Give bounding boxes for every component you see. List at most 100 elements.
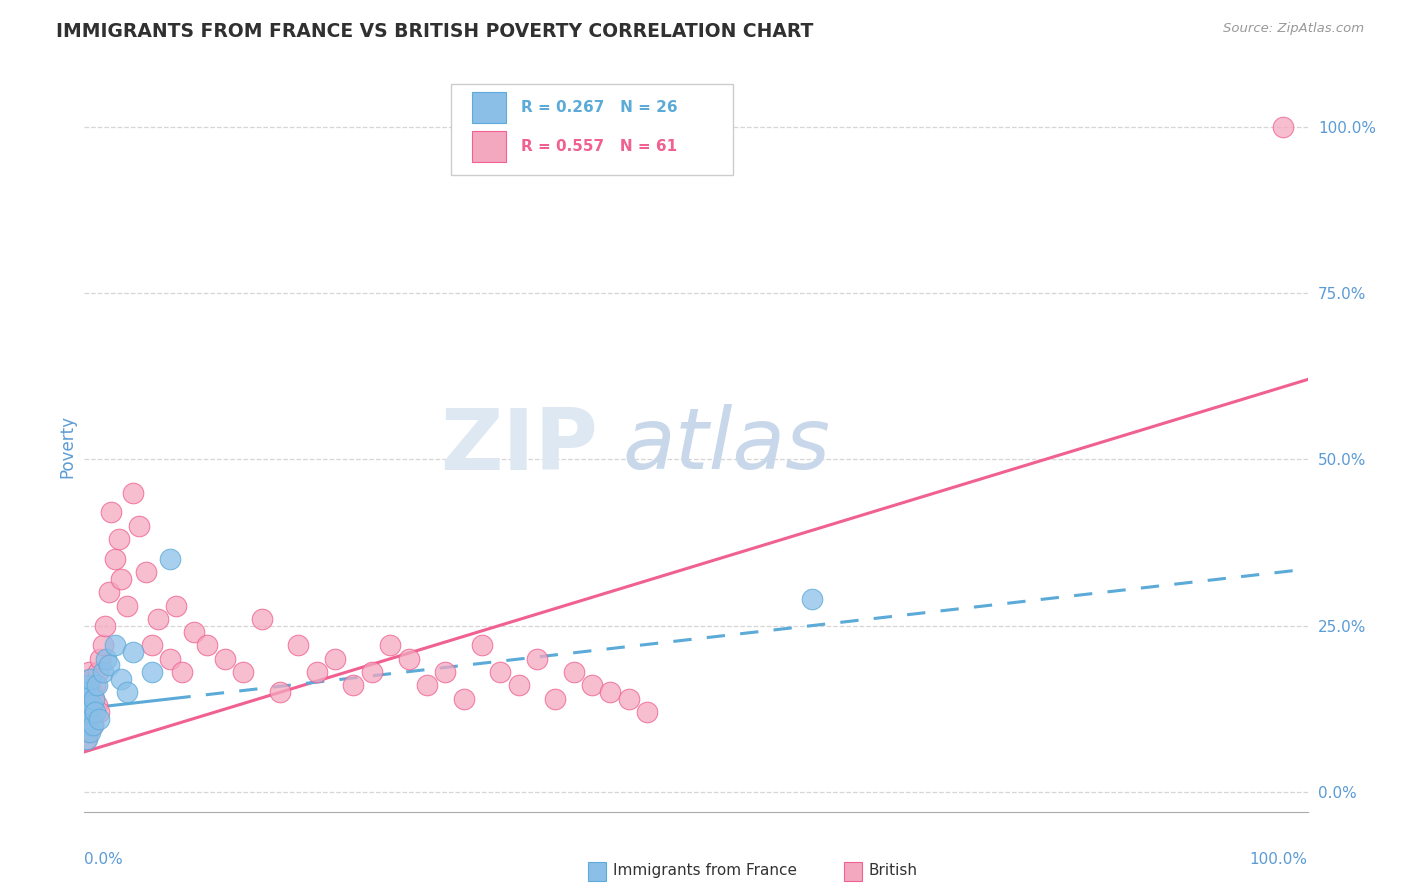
Point <box>232 665 254 679</box>
Point <box>75 718 97 732</box>
Point <box>342 678 364 692</box>
Point <box>305 665 328 679</box>
Point <box>80 685 103 699</box>
Point <box>104 552 127 566</box>
Text: British: British <box>869 863 918 878</box>
Point <box>97 585 120 599</box>
Point <box>82 718 104 732</box>
Point <box>84 678 107 692</box>
Point <box>115 685 138 699</box>
Point <box>96 652 118 666</box>
Point <box>83 691 105 706</box>
Point <box>141 639 163 653</box>
Point <box>599 685 621 699</box>
Text: Immigrants from France: Immigrants from France <box>613 863 797 878</box>
Point <box>100 506 122 520</box>
Point <box>128 518 150 533</box>
Point <box>77 705 100 719</box>
Text: atlas: atlas <box>623 404 831 488</box>
Point <box>380 639 402 653</box>
Point <box>122 485 145 500</box>
Text: ZIP: ZIP <box>440 404 598 488</box>
Point <box>82 718 104 732</box>
Point <box>79 725 101 739</box>
Y-axis label: Poverty: Poverty <box>58 415 76 477</box>
Point <box>453 691 475 706</box>
Point <box>79 672 101 686</box>
Point <box>76 718 98 732</box>
Point <box>471 639 494 653</box>
Point <box>77 665 100 679</box>
Point <box>77 712 100 726</box>
Text: R = 0.267   N = 26: R = 0.267 N = 26 <box>522 100 678 115</box>
Point <box>76 698 98 713</box>
Point <box>434 665 457 679</box>
Point <box>79 672 101 686</box>
Point <box>80 705 103 719</box>
Point <box>86 698 108 713</box>
Point <box>80 698 103 713</box>
Point <box>77 712 100 726</box>
Point <box>94 618 117 632</box>
Point <box>581 678 603 692</box>
Text: R = 0.557   N = 61: R = 0.557 N = 61 <box>522 139 678 153</box>
Point <box>91 665 114 679</box>
Point <box>135 566 157 580</box>
Point <box>159 552 181 566</box>
Point <box>636 705 658 719</box>
Point <box>115 599 138 613</box>
Point <box>159 652 181 666</box>
Point <box>75 691 97 706</box>
FancyBboxPatch shape <box>472 131 506 161</box>
Text: 100.0%: 100.0% <box>1250 852 1308 867</box>
Point <box>398 652 420 666</box>
Point <box>801 591 824 606</box>
Point <box>76 691 98 706</box>
Point <box>323 652 346 666</box>
Text: IMMIGRANTS FROM FRANCE VS BRITISH POVERTY CORRELATION CHART: IMMIGRANTS FROM FRANCE VS BRITISH POVERT… <box>56 22 814 41</box>
Point <box>508 678 530 692</box>
Point <box>84 705 107 719</box>
Point <box>107 532 129 546</box>
Point <box>89 652 111 666</box>
Text: 0.0%: 0.0% <box>84 852 124 867</box>
Point <box>86 678 108 692</box>
FancyBboxPatch shape <box>472 92 506 123</box>
Point <box>77 725 100 739</box>
Point <box>87 712 110 726</box>
Point <box>83 691 105 706</box>
Point <box>544 691 567 706</box>
Point <box>287 639 309 653</box>
Point <box>110 672 132 686</box>
Point <box>122 645 145 659</box>
Point <box>77 678 100 692</box>
Point <box>360 665 382 679</box>
Point <box>97 658 120 673</box>
Point <box>77 685 100 699</box>
Point <box>172 665 194 679</box>
Point <box>91 639 114 653</box>
Point <box>617 691 640 706</box>
Point <box>79 698 101 713</box>
Point <box>87 665 110 679</box>
Point <box>104 639 127 653</box>
Point <box>76 731 98 746</box>
Point <box>195 639 218 653</box>
Point <box>250 612 273 626</box>
Text: Source: ZipAtlas.com: Source: ZipAtlas.com <box>1223 22 1364 36</box>
Point <box>526 652 548 666</box>
Point <box>214 652 236 666</box>
Point <box>269 685 291 699</box>
Point <box>75 731 97 746</box>
Point <box>141 665 163 679</box>
Point <box>416 678 439 692</box>
Point <box>87 705 110 719</box>
Point <box>165 599 187 613</box>
FancyBboxPatch shape <box>451 84 733 176</box>
Point <box>110 572 132 586</box>
Point <box>77 678 100 692</box>
Point <box>146 612 169 626</box>
Point <box>183 625 205 640</box>
Point <box>1272 120 1295 134</box>
Point <box>562 665 585 679</box>
